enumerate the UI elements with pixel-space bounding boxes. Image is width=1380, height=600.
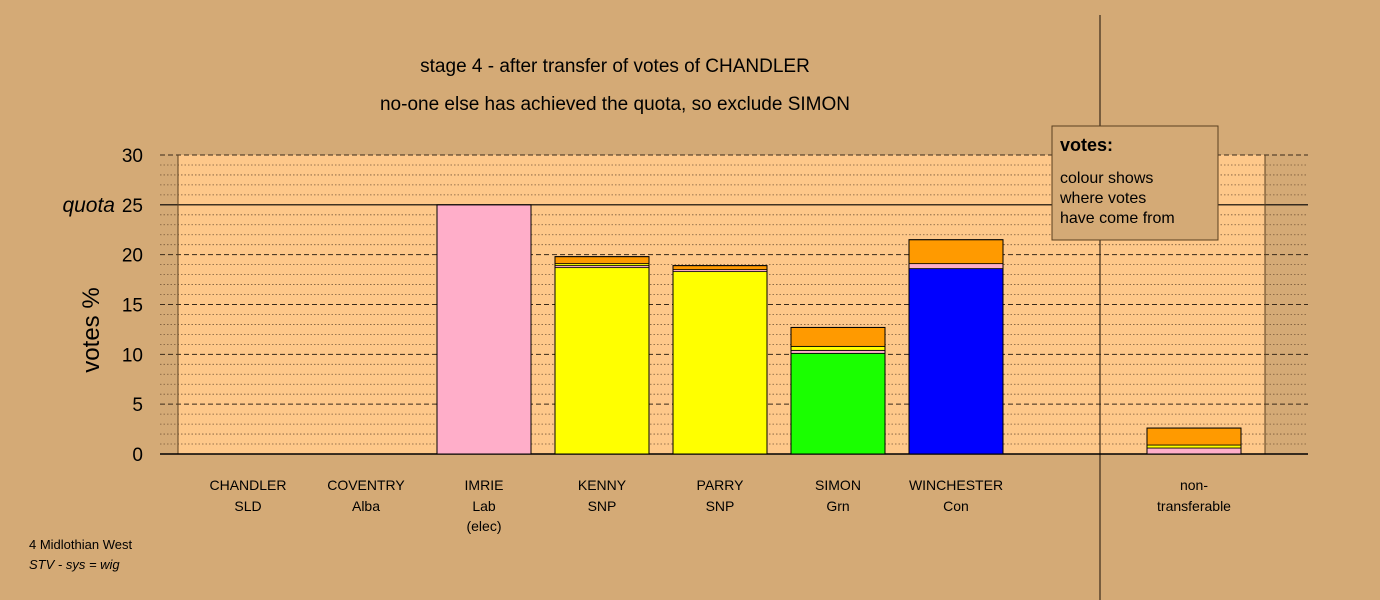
bar-simon-segment [790, 349, 886, 354]
bar-winchester-outline [908, 239, 1004, 455]
bar-simon-segment [790, 352, 886, 455]
bar-simon-outline [790, 326, 886, 455]
x-label-party: Lab [472, 498, 496, 514]
quota-label: quota [62, 194, 115, 217]
x-label-nontransferable-1: non- [1180, 477, 1208, 493]
bar-kenny-outline [554, 256, 650, 455]
x-label-note: (elec) [466, 518, 501, 534]
bar-nontransferable-segment [1146, 447, 1242, 455]
y-tick-label: 30 [122, 146, 143, 167]
x-label-name: KENNY [578, 477, 627, 493]
bar-nontransferable-segment [1146, 444, 1242, 449]
bar-winchester-segment [908, 263, 1004, 270]
bar-parry-segment [672, 265, 768, 271]
x-label-party: SNP [706, 498, 735, 514]
x-label-party: Alba [352, 498, 380, 514]
bar-nontransferable-segment [1146, 427, 1242, 446]
chart-subtitle: no-one else has achieved the quota, so e… [380, 94, 850, 115]
bar-parry-segment [672, 271, 768, 455]
x-label-name: IMRIE [465, 477, 504, 493]
system-label: STV - sys = wig [29, 557, 120, 572]
bar-winchester-segment [908, 268, 1004, 455]
legend-line-1: colour shows [1060, 170, 1153, 187]
y-tick-label: 25 [122, 196, 143, 217]
legend-title: votes: [1060, 135, 1113, 155]
chart-title: stage 4 - after transfer of votes of CHA… [420, 56, 810, 77]
x-label-party: Grn [826, 498, 849, 514]
legend-box: votes: colour shows where votes have com… [1051, 125, 1219, 241]
bar-imrie-segment [436, 204, 532, 455]
bar-simon-segment [790, 327, 886, 347]
x-label-name: WINCHESTER [909, 477, 1003, 493]
x-label-name: COVENTRY [327, 477, 405, 493]
constituency-label: 4 Midlothian West [29, 537, 132, 552]
x-label-party: SLD [234, 498, 261, 514]
bar-kenny-segment [554, 267, 650, 455]
bar-imrie-outline [436, 204, 532, 455]
y-tick-label: 5 [132, 395, 143, 416]
bar-kenny-segment [554, 256, 650, 265]
legend-line-3: have come from [1060, 210, 1175, 227]
bar-parry-outline [672, 265, 768, 455]
x-label-party: SNP [588, 498, 617, 514]
x-label-nontransferable-2: transferable [1157, 498, 1231, 514]
bar-nontransferable-outline [1146, 427, 1242, 455]
y-tick-label: 20 [122, 246, 143, 267]
bar-winchester-segment [908, 239, 1004, 265]
y-tick-label: 0 [132, 445, 143, 466]
legend-line-2: where votes [1059, 190, 1146, 207]
x-label-name: CHANDLER [209, 477, 286, 493]
legend-frame [1051, 125, 1219, 241]
x-label-name: SIMON [815, 477, 861, 493]
x-label-party: Con [943, 498, 969, 514]
bar-simon-segment [790, 345, 886, 351]
x-label-name: PARRY [697, 477, 745, 493]
y-axis-label: votes % [78, 287, 105, 372]
y-tick-label: 15 [122, 296, 143, 317]
y-tick-label: 10 [122, 345, 143, 366]
